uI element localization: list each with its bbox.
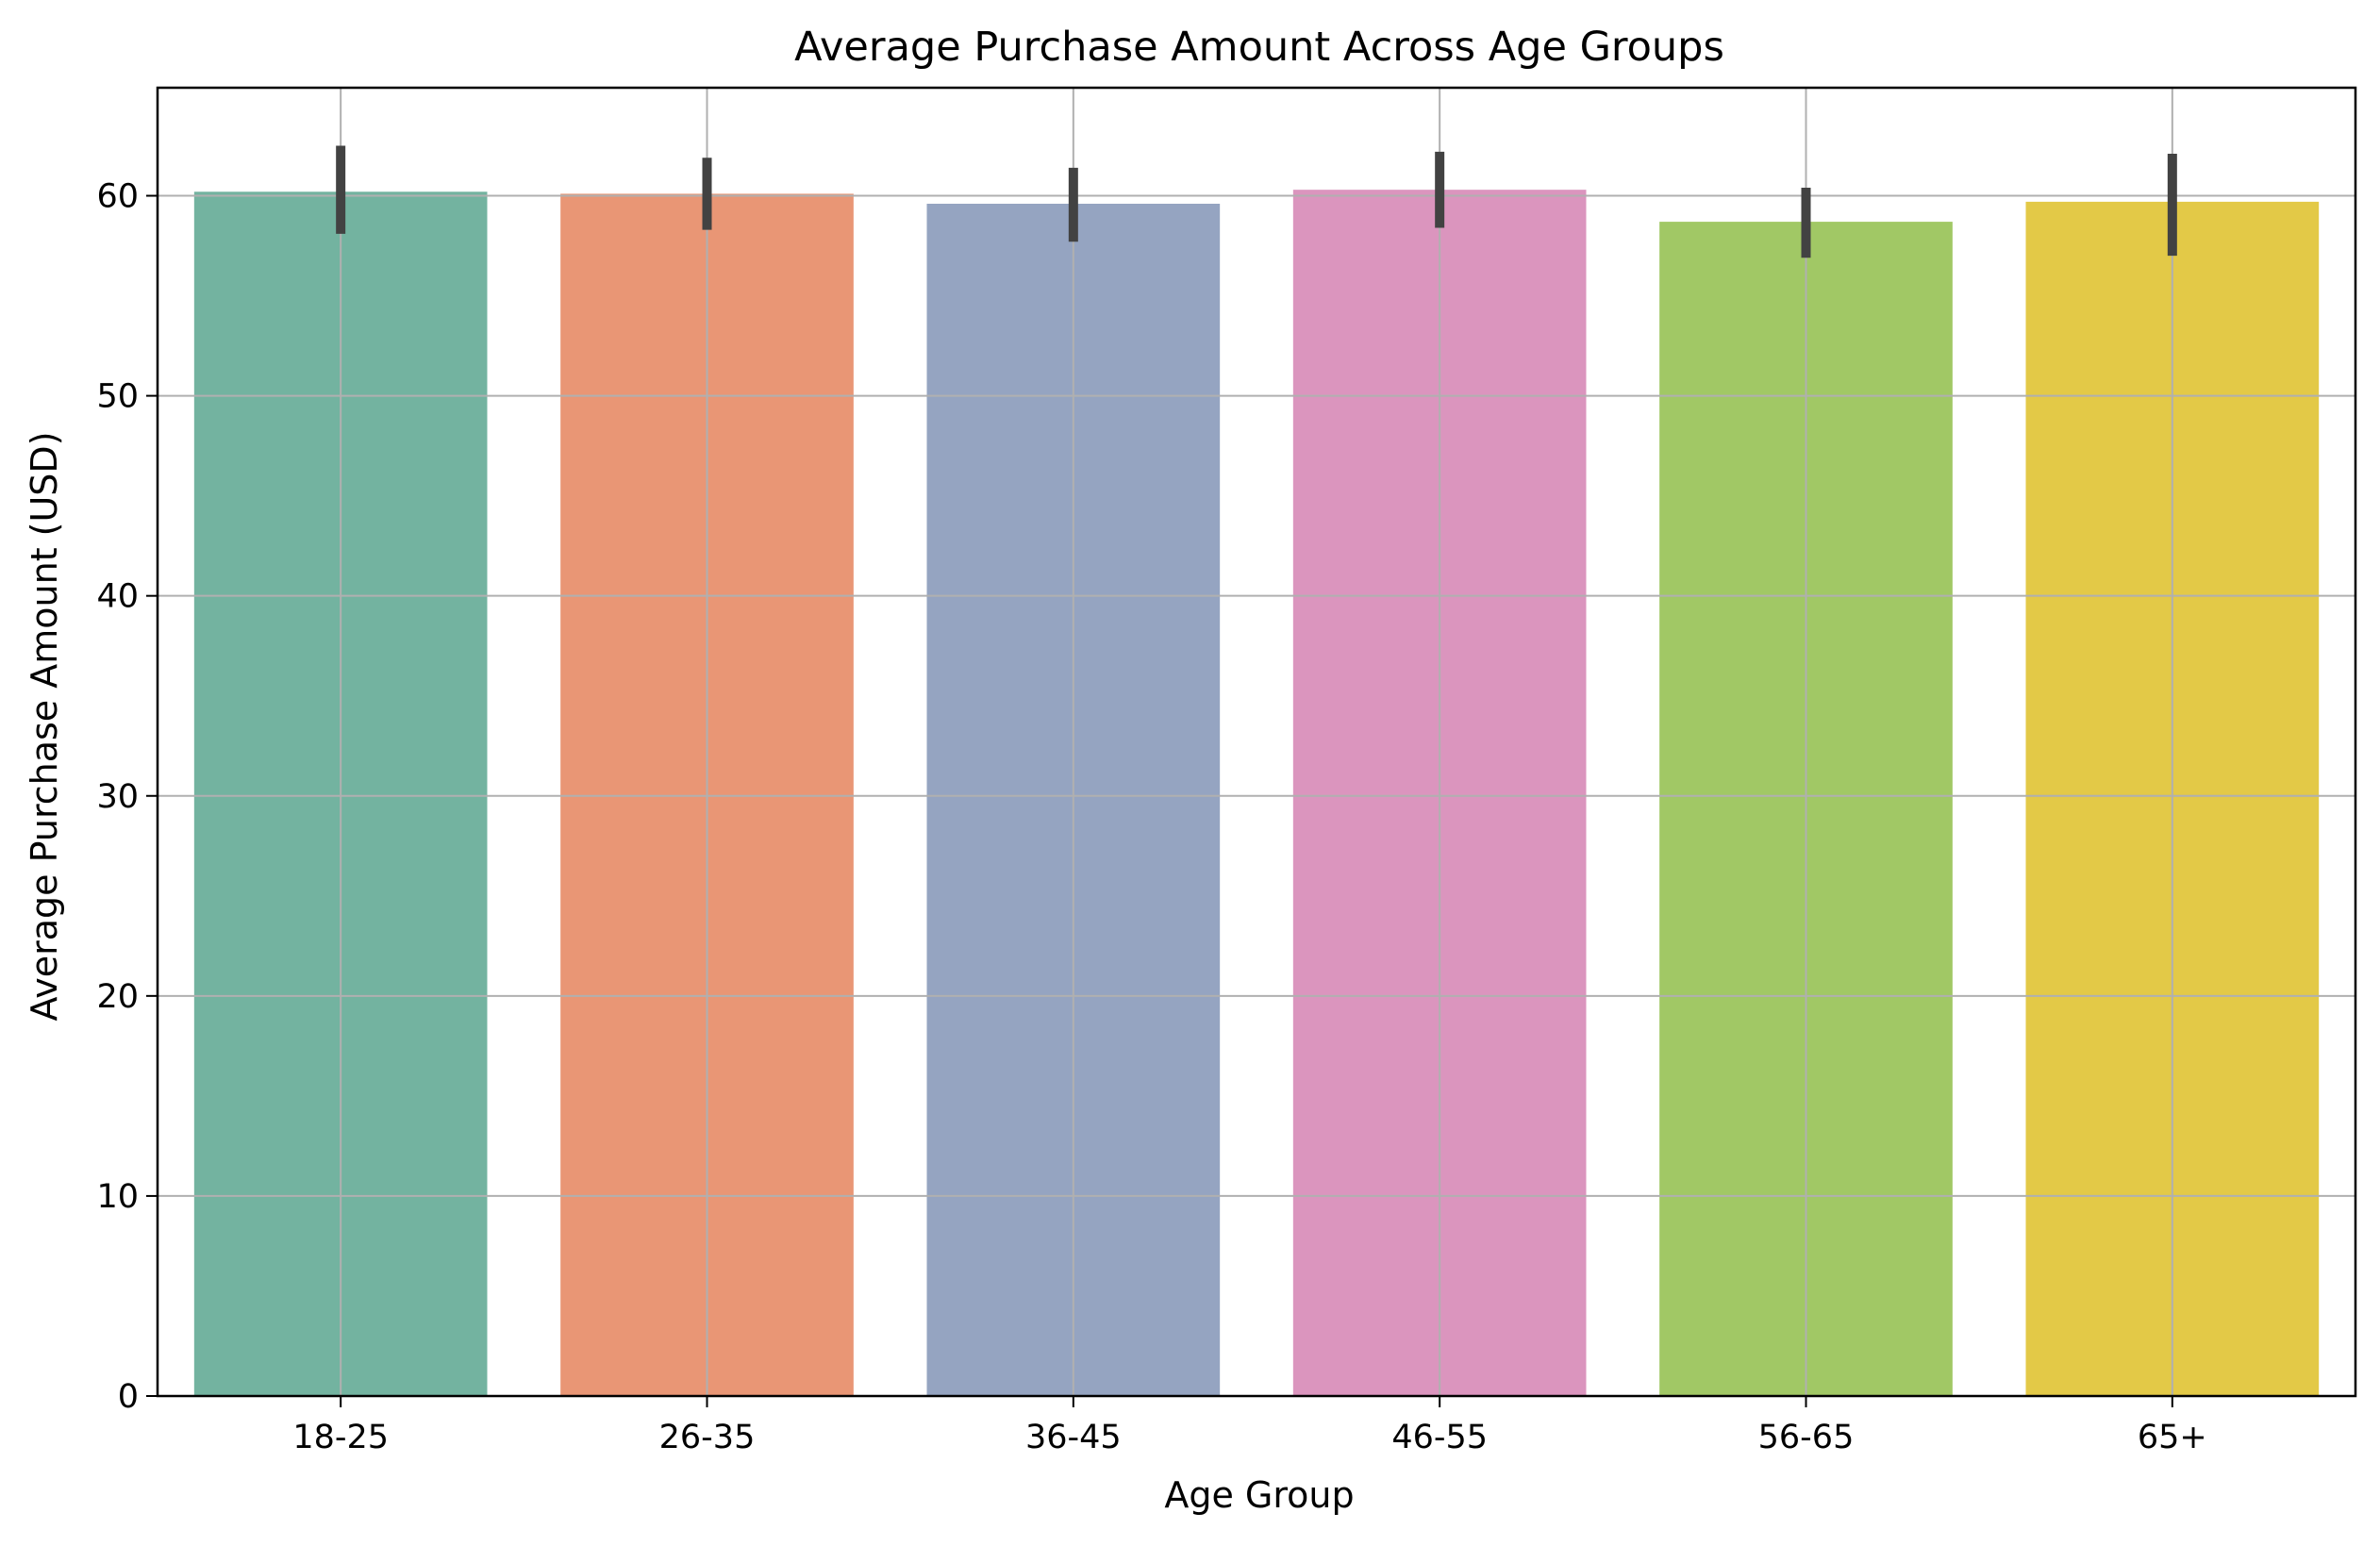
y-tick-label: 60 <box>96 178 139 216</box>
x-tick-label: 65+ <box>2138 1419 2207 1456</box>
y-tick-label: 40 <box>96 578 139 616</box>
chart-title: Average Purchase Amount Across Age Group… <box>794 24 1724 71</box>
x-tick-label: 26-35 <box>659 1419 756 1456</box>
y-tick-label: 20 <box>96 978 139 1016</box>
y-axis: 0 10 20 30 40 50 60 <box>96 178 158 1416</box>
y-tick-label: 50 <box>96 378 139 416</box>
y-axis-label: Average Purchase Amount (USD) <box>24 431 65 1021</box>
x-tick-label: 36-45 <box>1025 1419 1122 1456</box>
errorbar-layer <box>336 145 2177 258</box>
y-tick-label: 0 <box>118 1378 139 1416</box>
y-tick-label: 30 <box>96 778 139 816</box>
x-tick-label: 46-55 <box>1391 1419 1488 1456</box>
plot-frame <box>156 86 2357 1398</box>
x-axis-label: Age Group <box>1164 1474 1354 1516</box>
x-tick-label: 56-65 <box>1758 1419 1855 1456</box>
x-tick-label: 18-25 <box>292 1419 389 1456</box>
y-tick-label: 10 <box>96 1178 139 1216</box>
x-axis: 18-25 26-35 36-45 46-55 56-65 65+ <box>292 1396 2207 1456</box>
